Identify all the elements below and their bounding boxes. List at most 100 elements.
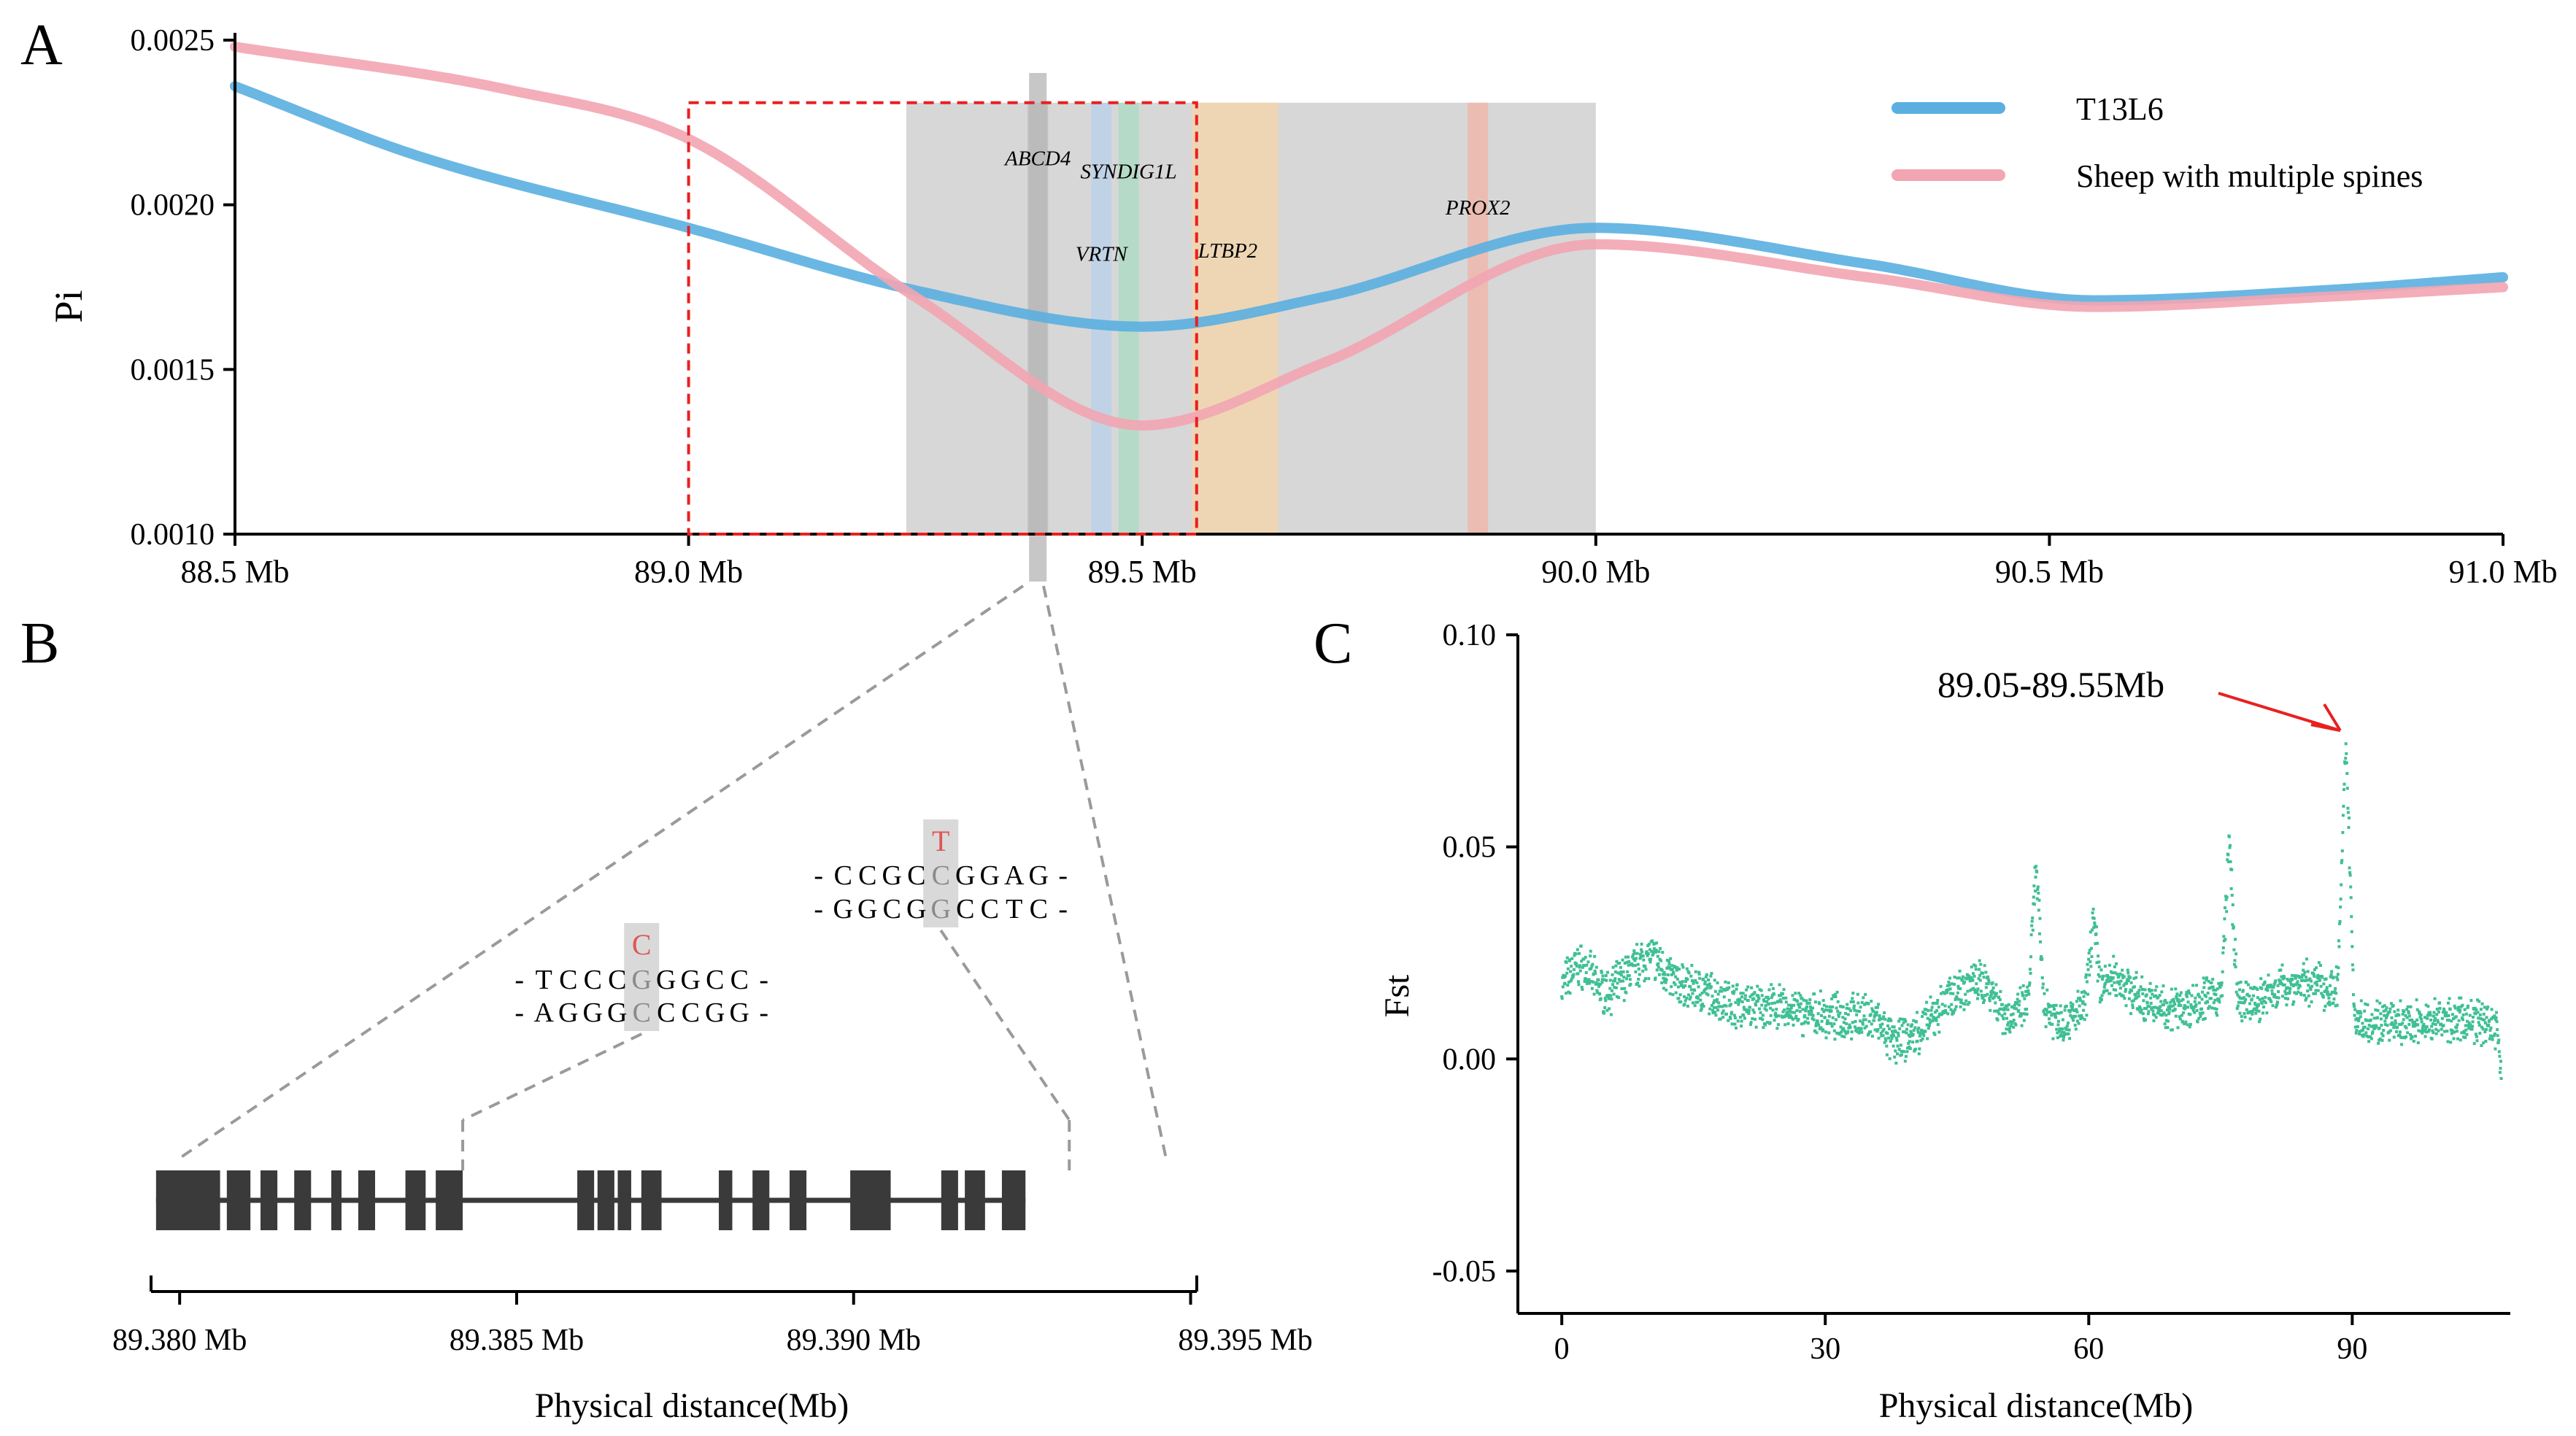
fst-point [2053,1008,2056,1011]
fst-point [2259,977,2263,981]
fst-point [1832,1022,1836,1026]
fst-point [1925,1000,1929,1004]
fst-point [2392,1035,2396,1039]
bottom-strand-base: C [682,997,700,1028]
fst-point [2117,974,2121,978]
fst-point [1862,1018,1865,1022]
fst-point [1691,992,1694,995]
fst-point [1609,994,1613,997]
fst-point [1632,949,1636,953]
fst-point [1997,995,2001,999]
gene-label-prox2: PROX2 [1445,196,1511,220]
fst-point [2194,1005,2197,1008]
fst-point [2056,1023,2060,1027]
fst-point [2426,1005,2430,1008]
fst-point [2440,1022,2443,1026]
fst-point [1947,980,1951,984]
fst-point [1685,996,1689,1000]
fst-point [1713,1011,1717,1014]
x-tick-label: 91.0 Mb [2448,554,2557,590]
fst-point [1798,1005,1802,1009]
fst-point [1883,1011,1886,1015]
fst-point [2118,982,2121,986]
fst-point [2460,1031,2464,1035]
fst-point [1946,1012,1950,1016]
fst-point [1673,983,1677,987]
fst-point [1775,1027,1779,1030]
fst-point [2025,1008,2029,1011]
fst-point [2232,962,2236,966]
fst-point [1929,1008,1933,1012]
fst-point [1699,998,1702,1002]
fst-point [2071,1003,2075,1006]
fst-point [1914,1020,1918,1024]
fst-point [1951,1011,1955,1015]
fst-point [1944,1008,1948,1012]
fst-point [1710,972,1713,976]
fst-point [2286,986,2288,989]
fst-point [2125,981,2129,985]
fst-point [2183,1022,2186,1026]
exon-block [617,1170,631,1230]
fst-point [2375,999,2379,1003]
fst-point [2056,1036,2059,1040]
fst-point [1904,1019,1908,1023]
panel-c: C -0.050.000.050.100 30 60 90 89.05-89.55Mb… [1314,611,2510,1425]
fst-point [2478,1013,2482,1016]
fst-point [1648,948,1651,951]
fst-point [1661,973,1665,976]
fst-point [1671,993,1675,997]
fst-point [1976,987,1980,991]
fst-point [2140,1008,2143,1012]
fst-point [1921,1015,1924,1019]
fst-point [1663,973,1667,976]
fst-point [1698,993,1702,997]
fst-point [2202,986,2206,989]
fst-point [1619,979,1622,983]
fst-point [1711,1011,1715,1015]
fst-point [2304,998,2307,1002]
fst-point [2469,1023,2472,1027]
fst-point [2453,1004,2456,1008]
fst-point [2164,1014,2168,1017]
fst-point [1613,979,1616,983]
fst-point [1627,974,1631,978]
fst-point [2294,992,2298,995]
fst-point [1867,1019,1871,1023]
bottom-strand-base: - [814,894,823,924]
fst-point [2448,1008,2452,1011]
fst-point [2427,1028,2431,1032]
fst-point [2135,996,2139,1000]
fst-point [2270,989,2274,992]
fst-point [1854,1027,1858,1031]
fst-point [1633,959,1637,962]
fst-point [1943,992,1946,995]
fst-point [1733,1016,1737,1020]
fst-point [2241,989,2245,992]
fst-point [2153,995,2156,998]
fst-point [2096,941,2099,945]
fst-point [1833,992,1837,996]
fst-point [2178,1017,2182,1021]
fst-point [1621,979,1625,983]
fst-point [2023,997,2027,1000]
fst-point [1810,1016,1814,1020]
fst-point [2386,1024,2389,1027]
fst-point [2332,997,2336,1001]
fst-point [1884,1039,1888,1043]
fst-point [2314,989,2318,992]
fst-point [2456,1037,2459,1041]
fst-point [1695,995,1699,999]
fst-point [1651,952,1655,956]
fst-point [2147,988,2151,992]
fst-point [2151,1009,2155,1013]
fst-point [1708,982,1711,986]
fst-point [1878,1014,1881,1018]
fst-point [2369,1035,2372,1038]
fst-point [2390,1016,2394,1019]
fst-point [1684,980,1688,984]
fst-point [1803,1014,1807,1017]
fst-point [1608,978,1612,982]
fst-point [2125,980,2129,984]
fst-point [2056,1019,2060,1023]
